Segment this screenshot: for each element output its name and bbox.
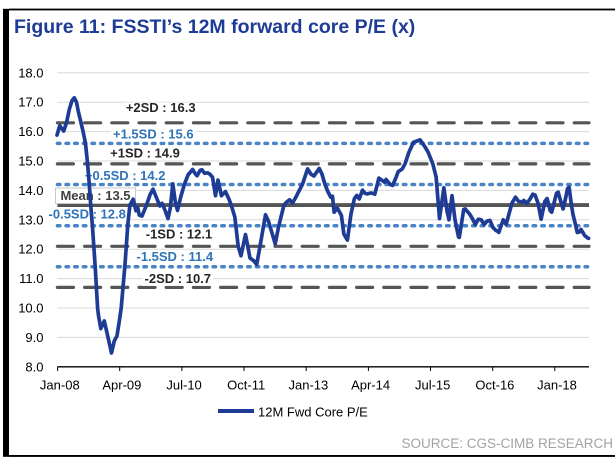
svg-text:SOURCE: CGS-CIMB RESEARCH: SOURCE: CGS-CIMB RESEARCH xyxy=(401,436,613,451)
svg-text:12.0: 12.0 xyxy=(18,242,43,257)
svg-text:14.0: 14.0 xyxy=(18,183,43,198)
svg-text:-0.5SD : 12.8: -0.5SD : 12.8 xyxy=(49,207,126,222)
svg-text:Apr-09: Apr-09 xyxy=(102,378,141,393)
svg-text:18.0: 18.0 xyxy=(18,65,43,80)
svg-text:+1.5SD : 15.6: +1.5SD : 15.6 xyxy=(113,127,194,142)
svg-text:-1SD : 12.1: -1SD : 12.1 xyxy=(146,226,212,241)
svg-text:+1SD : 14.9: +1SD : 14.9 xyxy=(110,145,180,160)
svg-text:Jan-13: Jan-13 xyxy=(289,378,329,393)
svg-text:Figure 11: FSSTI’s 12M forward: Figure 11: FSSTI’s 12M forward core P/E … xyxy=(14,16,415,38)
svg-text:16.0: 16.0 xyxy=(18,124,43,139)
svg-text:11.0: 11.0 xyxy=(19,271,43,286)
svg-text:+0.5SD : 14.2: +0.5SD : 14.2 xyxy=(85,168,166,183)
svg-text:Jan-18: Jan-18 xyxy=(537,378,577,393)
svg-text:-1.5SD : 11.4: -1.5SD : 11.4 xyxy=(136,249,213,264)
svg-text:Oct-16: Oct-16 xyxy=(475,378,514,393)
svg-text:17.0: 17.0 xyxy=(18,95,43,110)
svg-text:9.0: 9.0 xyxy=(25,330,43,345)
svg-text:+2SD : 16.3: +2SD : 16.3 xyxy=(126,100,196,115)
svg-text:10.0: 10.0 xyxy=(18,301,43,316)
svg-text:-2SD : 10.7: -2SD : 10.7 xyxy=(145,271,211,286)
svg-text:8.0: 8.0 xyxy=(25,359,43,374)
svg-text:Jul-15: Jul-15 xyxy=(415,378,450,393)
svg-text:15.0: 15.0 xyxy=(18,154,43,169)
svg-text:12M Fwd Core P/E: 12M Fwd Core P/E xyxy=(258,405,368,420)
svg-text:Oct-11: Oct-11 xyxy=(227,378,265,393)
svg-text:13.0: 13.0 xyxy=(18,212,43,227)
svg-text:Mean : 13.5: Mean : 13.5 xyxy=(60,188,130,203)
svg-text:Jul-10: Jul-10 xyxy=(166,378,201,393)
svg-text:Apr-14: Apr-14 xyxy=(351,378,390,393)
svg-text:Jan-08: Jan-08 xyxy=(40,378,80,393)
